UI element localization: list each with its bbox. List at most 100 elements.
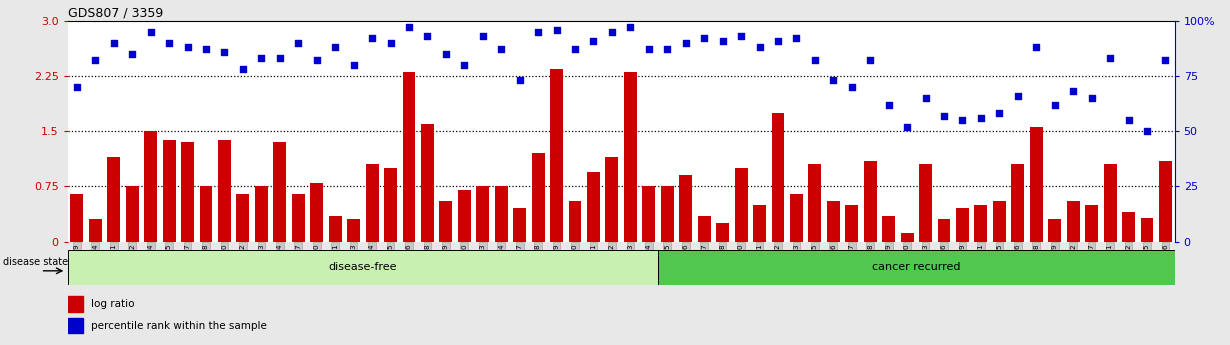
Text: percentile rank within the sample: percentile rank within the sample [91, 321, 267, 331]
Bar [181, 142, 194, 242]
Point [841, 84, 861, 90]
Bar [716, 223, 729, 241]
Bar [624, 72, 637, 242]
Point [1063, 89, 1082, 94]
Bar [550, 69, 563, 241]
Bar [1030, 127, 1043, 242]
Bar [144, 131, 157, 241]
Bar [439, 201, 453, 242]
Point [786, 36, 806, 41]
Bar [107, 157, 121, 241]
Point [675, 40, 695, 46]
Bar [1011, 164, 1025, 242]
Bar [347, 219, 360, 242]
Bar [900, 233, 914, 241]
Text: disease state: disease state [4, 257, 69, 267]
Bar [68, 296, 82, 312]
Point [85, 58, 105, 63]
Point [860, 58, 879, 63]
Point [251, 56, 271, 61]
Bar [513, 208, 526, 242]
Point [325, 45, 344, 50]
Point [620, 24, 640, 30]
Bar [1085, 205, 1098, 241]
Point [823, 78, 843, 83]
Point [288, 40, 308, 46]
Point [140, 29, 160, 34]
Point [1100, 56, 1119, 61]
Bar [89, 219, 102, 242]
Bar [827, 201, 840, 242]
Point [768, 38, 787, 43]
Bar [882, 216, 895, 242]
Bar [125, 186, 139, 242]
Point [269, 56, 289, 61]
Point [897, 124, 916, 129]
Bar [919, 164, 932, 242]
Bar [1048, 219, 1061, 242]
Bar [494, 186, 508, 242]
Point [177, 45, 197, 50]
Bar [679, 175, 692, 241]
Bar [771, 113, 785, 241]
Point [1044, 102, 1064, 107]
Point [1026, 45, 1046, 50]
Point [749, 45, 770, 50]
Text: GDS807 / 3359: GDS807 / 3359 [68, 7, 162, 20]
Point [159, 40, 180, 46]
Text: log ratio: log ratio [91, 299, 135, 309]
Point [601, 29, 621, 34]
Bar [70, 194, 84, 241]
Bar [199, 186, 213, 242]
Text: cancer recurred: cancer recurred [872, 263, 961, 272]
Point [804, 58, 824, 63]
Point [343, 62, 364, 68]
Bar [328, 216, 342, 242]
Point [435, 51, 455, 57]
Point [380, 40, 400, 46]
Point [306, 58, 326, 63]
Bar [790, 194, 803, 241]
Bar [1140, 218, 1154, 241]
Bar [642, 186, 656, 242]
Bar [365, 164, 379, 242]
Bar [531, 153, 545, 242]
Point [528, 29, 547, 34]
Point [103, 40, 123, 46]
Point [546, 27, 566, 32]
Bar [587, 171, 600, 242]
Point [657, 47, 677, 52]
Point [1007, 93, 1027, 99]
Bar [458, 190, 471, 242]
Point [472, 33, 492, 39]
Point [417, 33, 437, 39]
Bar [658, 250, 1175, 285]
Bar [734, 168, 748, 241]
Point [1137, 128, 1156, 134]
Point [694, 36, 713, 41]
Point [1155, 58, 1175, 63]
Point [196, 47, 216, 52]
Point [638, 47, 658, 52]
Bar [974, 205, 988, 241]
Bar [218, 140, 231, 242]
Point [362, 36, 381, 41]
Bar [697, 216, 711, 242]
Bar [753, 205, 766, 241]
Bar [402, 72, 416, 242]
Bar [68, 318, 82, 333]
Point [509, 78, 529, 83]
Bar [273, 142, 287, 242]
Bar [162, 140, 176, 242]
Point [1118, 117, 1138, 123]
Bar [993, 201, 1006, 242]
Bar [956, 208, 969, 242]
Point [934, 113, 953, 118]
Text: disease-free: disease-free [328, 263, 397, 272]
Point [399, 24, 418, 30]
Bar [1066, 201, 1080, 242]
Point [952, 117, 972, 123]
Bar [845, 205, 859, 241]
Bar [808, 164, 822, 242]
Point [989, 111, 1009, 116]
